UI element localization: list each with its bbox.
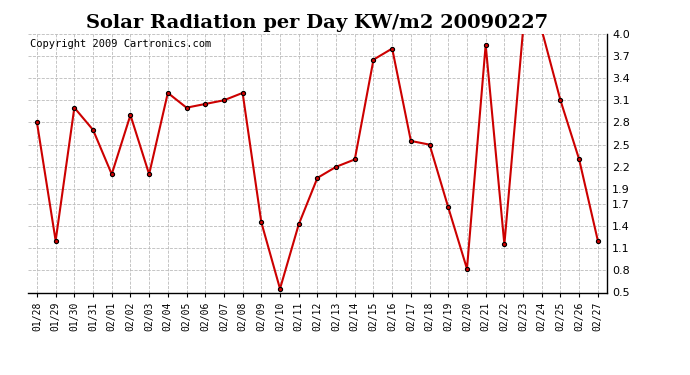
- Text: Copyright 2009 Cartronics.com: Copyright 2009 Cartronics.com: [30, 39, 212, 49]
- Title: Solar Radiation per Day KW/m2 20090227: Solar Radiation per Day KW/m2 20090227: [86, 14, 549, 32]
